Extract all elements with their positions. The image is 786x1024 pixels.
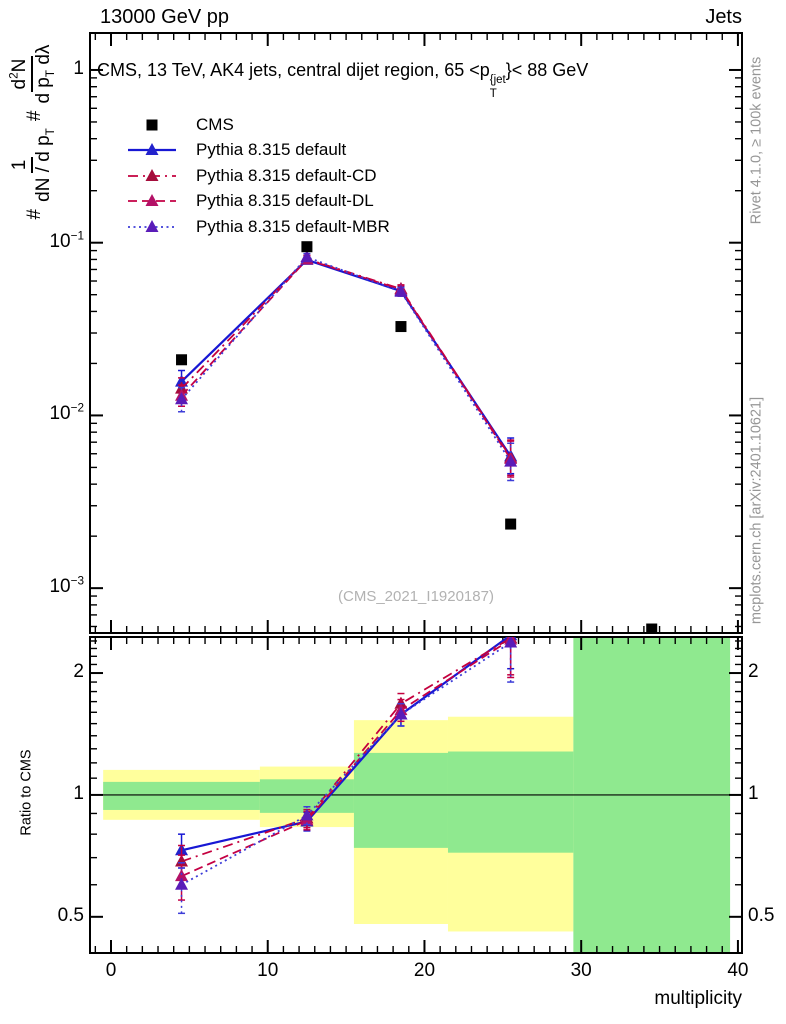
- triangle-marker: [504, 454, 518, 467]
- x-tick-label: 20: [413, 960, 436, 981]
- cms-marker-sample: [146, 119, 158, 130]
- ratio-panel-frame: [89, 636, 743, 954]
- series-marker-sample: [128, 143, 176, 155]
- triangle-marker: [300, 808, 314, 821]
- triangle-marker: [394, 707, 408, 720]
- pt-subscript: T: [489, 87, 497, 100]
- legend-label: Pythia 8.315 default: [196, 140, 347, 159]
- triangle-marker: [175, 392, 189, 405]
- ratio-y-tick-label-right: 1: [748, 782, 759, 804]
- main-panel-frame: [89, 32, 743, 634]
- x-tick-label: 10: [257, 960, 279, 981]
- square-marker: [395, 321, 407, 333]
- triangle-marker: [504, 637, 518, 648]
- triangle-marker: [175, 877, 189, 890]
- legend-item: Pythia 8.315 default-DL: [126, 190, 374, 212]
- ratio-y-tick-label-left: 2: [73, 661, 84, 683]
- pt-superscript-stack: {jet T: [489, 74, 506, 100]
- ratio-y-tick-label-right: 2: [748, 661, 759, 683]
- square-marker: [301, 241, 313, 253]
- green-band: [447, 751, 574, 853]
- series-3-ratio_y: [175, 637, 518, 915]
- triangle-marker: [175, 869, 189, 882]
- legend-item: Pythia 8.315 default: [126, 139, 346, 161]
- legend-label: Pythia 8.315 default-DL: [196, 191, 374, 210]
- legend-item: CMS: [126, 114, 234, 136]
- axis-ticks: [91, 34, 741, 952]
- pt-superscript: {jet: [489, 74, 506, 86]
- plot-title-pre: CMS, 13 TeV, AK4 jets, central dijet reg…: [97, 60, 490, 80]
- series-3-main_y: [175, 250, 518, 482]
- legend-item: Pythia 8.315 default-CD: [126, 165, 377, 187]
- green-band: [103, 781, 260, 810]
- legend-label: CMS: [196, 114, 234, 134]
- x-axis-label: multiplicity: [654, 988, 742, 1009]
- x-tick-label: 40: [727, 960, 749, 981]
- analysis-group-label: Jets: [705, 6, 742, 28]
- square-marker: [505, 518, 517, 530]
- legend-label: Pythia 8.315 default-MBR: [196, 216, 390, 236]
- analysis-id-watermark: (CMS_2021_I1920187): [338, 588, 494, 605]
- main-y-tick-label: 10−3: [49, 574, 84, 598]
- ratio-y-tick-label-right: 0.5: [748, 904, 775, 926]
- main-y-tick-label: 10−2: [49, 402, 84, 425]
- plot-title-post: }< 88 GeV: [505, 60, 589, 80]
- ratio-y-tick-label-left: 1: [73, 782, 84, 804]
- main-y-tick-label: 10−1: [49, 229, 84, 252]
- cms-data-points: [176, 241, 658, 633]
- green-band: [353, 752, 448, 848]
- series-marker-sample: [128, 219, 176, 232]
- beam-energy-label: 13000 GeV pp: [100, 6, 229, 28]
- triangle-marker: [300, 250, 314, 263]
- plot-title: CMS, 13 TeV, AK4 jets, central dijet reg…: [97, 60, 588, 100]
- x-tick-label: 30: [570, 960, 592, 981]
- main-y-tick-label: 1: [73, 57, 84, 79]
- triangle-marker: [175, 374, 189, 387]
- x-tick-label: 0: [105, 960, 117, 981]
- legend-label: Pythia 8.315 default-CD: [196, 165, 377, 185]
- square-marker: [176, 354, 188, 366]
- square-marker: [646, 623, 658, 633]
- legend-item: Pythia 8.315 default-MBR: [126, 216, 390, 238]
- ratio-y-tick-label-left: 0.5: [57, 904, 84, 926]
- series-marker-sample: [128, 194, 176, 206]
- triangle-marker: [394, 284, 408, 297]
- series-marker-sample: [128, 168, 176, 181]
